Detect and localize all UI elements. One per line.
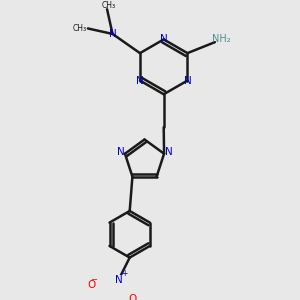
Text: +: + <box>122 269 128 278</box>
Text: N: N <box>160 34 168 44</box>
Text: O: O <box>87 280 95 290</box>
Text: N: N <box>115 274 123 284</box>
Text: NH₂: NH₂ <box>212 34 231 44</box>
Text: N: N <box>165 147 172 157</box>
Text: N: N <box>117 147 124 157</box>
Text: N: N <box>109 29 116 39</box>
Text: N: N <box>184 76 191 85</box>
Text: N: N <box>136 76 144 85</box>
Text: CH₃: CH₃ <box>101 1 116 10</box>
Text: −: − <box>90 276 97 285</box>
Text: CH₃: CH₃ <box>73 24 87 33</box>
Text: O: O <box>128 294 136 300</box>
